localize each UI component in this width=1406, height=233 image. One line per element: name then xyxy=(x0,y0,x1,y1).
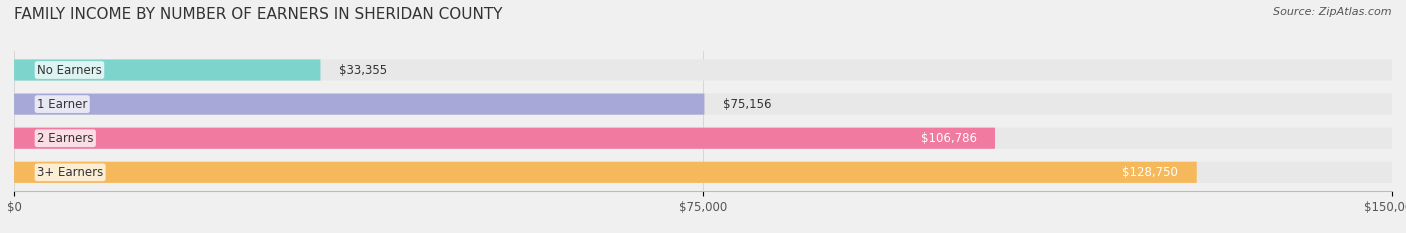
FancyBboxPatch shape xyxy=(14,93,1392,115)
Text: 2 Earners: 2 Earners xyxy=(37,132,94,145)
Text: $128,750: $128,750 xyxy=(1122,166,1178,179)
FancyBboxPatch shape xyxy=(14,128,995,149)
FancyBboxPatch shape xyxy=(14,128,1392,149)
FancyBboxPatch shape xyxy=(14,59,321,81)
Text: No Earners: No Earners xyxy=(37,64,101,76)
Text: $106,786: $106,786 xyxy=(921,132,977,145)
FancyBboxPatch shape xyxy=(14,59,1392,81)
FancyBboxPatch shape xyxy=(14,162,1197,183)
Text: FAMILY INCOME BY NUMBER OF EARNERS IN SHERIDAN COUNTY: FAMILY INCOME BY NUMBER OF EARNERS IN SH… xyxy=(14,7,502,22)
Text: $75,156: $75,156 xyxy=(723,98,772,111)
FancyBboxPatch shape xyxy=(14,162,1392,183)
Text: Source: ZipAtlas.com: Source: ZipAtlas.com xyxy=(1274,7,1392,17)
FancyBboxPatch shape xyxy=(14,93,704,115)
Text: 3+ Earners: 3+ Earners xyxy=(37,166,103,179)
Text: $33,355: $33,355 xyxy=(339,64,387,76)
Text: 1 Earner: 1 Earner xyxy=(37,98,87,111)
